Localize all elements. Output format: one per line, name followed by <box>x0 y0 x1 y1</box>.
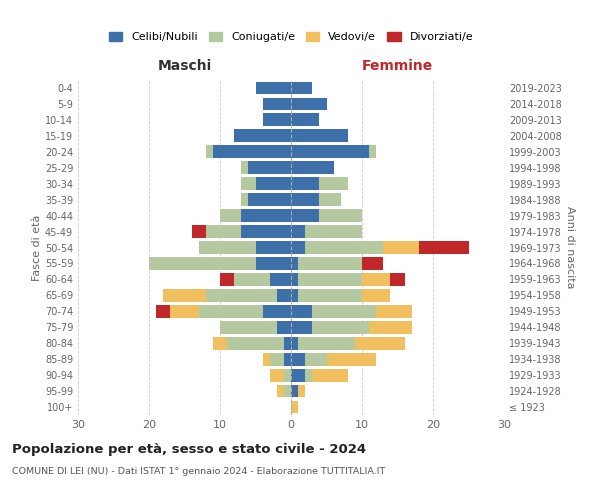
Bar <box>291 209 319 222</box>
Text: Femmine: Femmine <box>362 60 433 74</box>
Bar <box>241 178 256 190</box>
Y-axis label: Anni di nascita: Anni di nascita <box>565 206 575 289</box>
Bar <box>227 337 284 349</box>
Bar <box>298 289 362 302</box>
Bar <box>241 209 291 222</box>
Text: Popolazione per età, sesso e stato civile - 2024: Popolazione per età, sesso e stato civil… <box>12 442 366 456</box>
Bar <box>241 162 248 174</box>
Bar <box>241 225 291 238</box>
Bar <box>391 273 404 286</box>
Bar <box>313 321 369 334</box>
Bar <box>248 194 291 206</box>
Bar <box>156 305 170 318</box>
Bar <box>291 257 298 270</box>
Bar <box>319 209 362 222</box>
Bar <box>291 146 369 158</box>
Bar <box>256 241 291 254</box>
Bar <box>256 82 291 94</box>
Text: Maschi: Maschi <box>157 60 212 74</box>
Bar <box>220 209 241 222</box>
Bar <box>263 305 291 318</box>
Text: COMUNE DI LEI (NU) - Dati ISTAT 1° gennaio 2024 - Elaborazione TUTTITALIA.IT: COMUNE DI LEI (NU) - Dati ISTAT 1° genna… <box>12 468 385 476</box>
Bar <box>206 146 213 158</box>
Bar <box>270 273 291 286</box>
Bar <box>291 353 305 366</box>
Bar <box>305 225 362 238</box>
Bar <box>291 321 313 334</box>
Bar <box>291 130 348 142</box>
Bar <box>305 368 313 382</box>
Bar <box>376 305 412 318</box>
Bar <box>291 82 313 94</box>
Bar <box>284 337 291 349</box>
Bar <box>291 305 313 318</box>
Bar <box>206 225 241 238</box>
Bar <box>291 289 298 302</box>
Bar <box>313 368 348 382</box>
Bar <box>199 305 263 318</box>
Bar <box>277 321 291 334</box>
Bar <box>270 353 284 366</box>
Bar <box>298 257 362 270</box>
Bar <box>383 241 419 254</box>
Bar <box>305 353 326 366</box>
Bar <box>284 353 291 366</box>
Bar <box>298 337 355 349</box>
Bar <box>298 384 305 398</box>
Bar <box>291 225 305 238</box>
Bar <box>220 273 234 286</box>
Bar <box>206 289 277 302</box>
Bar <box>291 98 326 110</box>
Bar <box>248 162 291 174</box>
Bar <box>319 194 341 206</box>
Bar <box>263 98 291 110</box>
Bar <box>256 257 291 270</box>
Bar <box>284 384 291 398</box>
Bar <box>234 273 270 286</box>
Bar <box>362 257 383 270</box>
Bar <box>277 384 284 398</box>
Bar <box>241 194 248 206</box>
Bar <box>305 241 383 254</box>
Bar <box>199 241 256 254</box>
Bar <box>277 289 291 302</box>
Bar <box>256 178 291 190</box>
Bar <box>298 273 362 286</box>
Y-axis label: Fasce di età: Fasce di età <box>32 214 42 280</box>
Bar <box>213 146 291 158</box>
Bar <box>291 162 334 174</box>
Bar <box>291 178 319 190</box>
Bar <box>291 194 319 206</box>
Bar <box>362 289 391 302</box>
Bar <box>234 130 291 142</box>
Legend: Celibi/Nubili, Coniugati/e, Vedovi/e, Divorziati/e: Celibi/Nubili, Coniugati/e, Vedovi/e, Di… <box>109 32 473 42</box>
Bar <box>270 368 284 382</box>
Bar <box>326 353 376 366</box>
Bar <box>369 146 376 158</box>
Bar <box>170 305 199 318</box>
Bar <box>163 289 206 302</box>
Bar <box>220 321 277 334</box>
Bar <box>419 241 469 254</box>
Bar <box>213 337 227 349</box>
Bar <box>191 225 206 238</box>
Bar <box>291 400 298 413</box>
Bar <box>263 114 291 126</box>
Bar <box>263 353 270 366</box>
Bar <box>284 368 291 382</box>
Bar <box>319 178 348 190</box>
Bar <box>313 305 376 318</box>
Bar <box>291 273 298 286</box>
Bar <box>291 241 305 254</box>
Bar <box>291 114 319 126</box>
Bar <box>291 384 298 398</box>
Bar <box>362 273 391 286</box>
Bar <box>291 337 298 349</box>
Bar <box>355 337 404 349</box>
Bar <box>369 321 412 334</box>
Bar <box>149 257 256 270</box>
Bar <box>291 368 305 382</box>
